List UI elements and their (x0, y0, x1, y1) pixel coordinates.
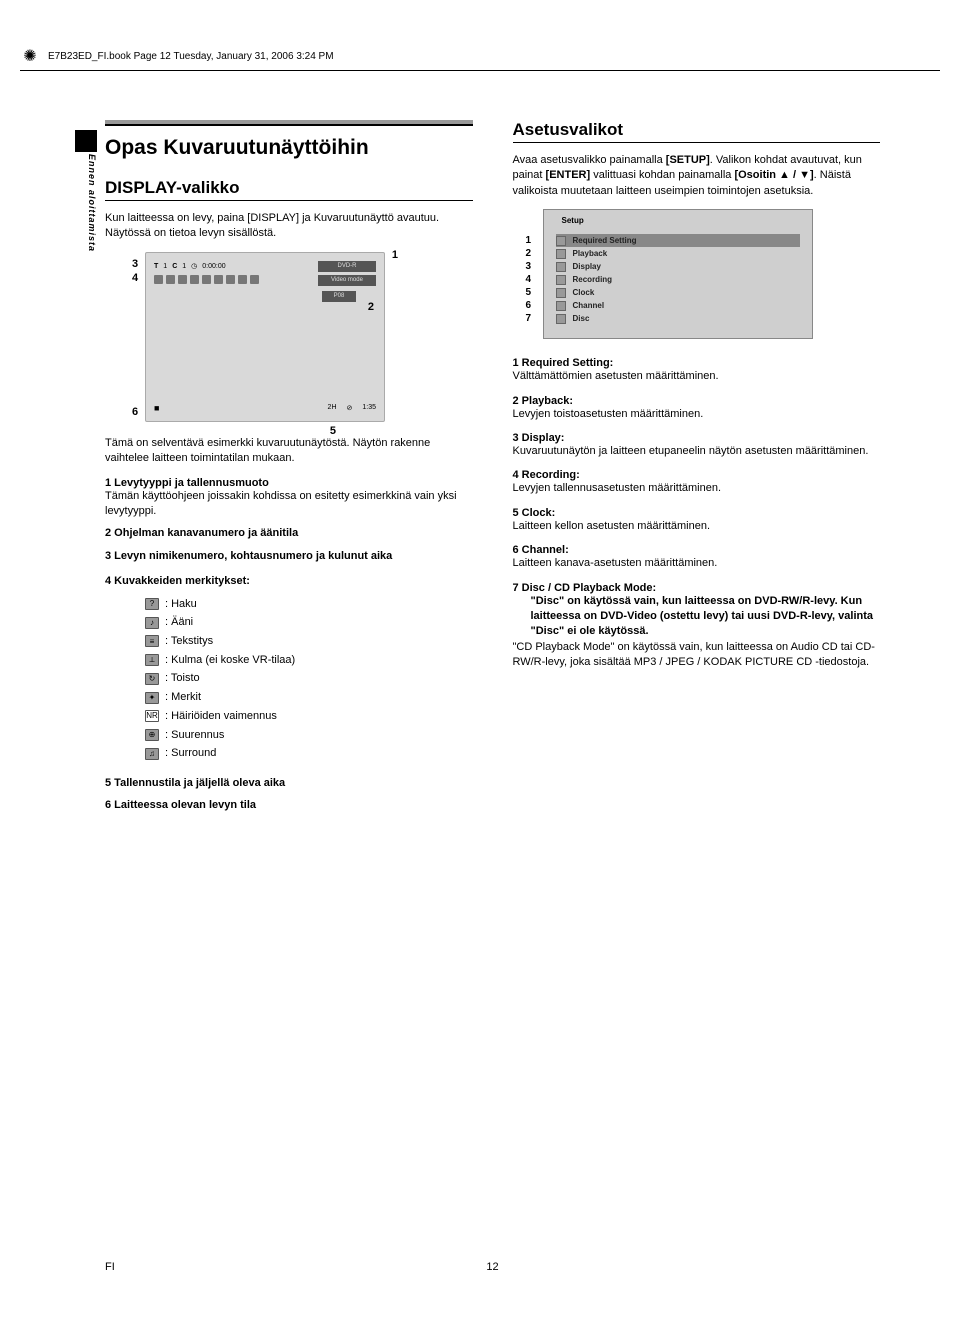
setup-item: Required Setting (573, 234, 637, 247)
item-4: 4 Kuvakkeiden merkitykset: (105, 575, 473, 587)
setup-header-label: Setup (562, 216, 584, 225)
item-1-body: Tämän käyttöohjeen joissakin kohdissa on… (105, 489, 473, 520)
main-title: Opas Kuvaruutunäyttöihin (105, 136, 473, 160)
osd-explain: Tämä on selventävä esimerkki kuvaruutunä… (105, 436, 473, 467)
surround-icon: ♫ (145, 748, 159, 760)
callout-3: 3 (132, 258, 138, 270)
def-3-head: 3 Display: (513, 432, 881, 444)
zoom-icon: ⊕ (145, 729, 159, 741)
playback-icon (556, 249, 566, 259)
def-7-head: 7 Disc / CD Playback Mode: (513, 582, 881, 594)
footer-page-number: 12 (486, 1261, 498, 1273)
def-5-head: 5 Clock: (513, 507, 881, 519)
icon-label: : Suurennus (165, 726, 224, 745)
display-icon (556, 262, 566, 272)
callout-1: 1 (392, 249, 398, 261)
def-4-head: 4 Recording: (513, 469, 881, 481)
osd-icon-strip (154, 275, 259, 286)
osd-c-num: 1 (182, 263, 186, 270)
icon-meanings-list: ? : Haku ♪ : Ääni ≡ : Tekstitys ⟂ : Kulma (e… (145, 595, 473, 763)
def-6-head: 6 Channel: (513, 544, 881, 556)
disc-icon (556, 314, 566, 324)
display-intro: Kun laitteessa on levy, paina [DISPLAY] … (105, 211, 473, 242)
setup-item: Clock (573, 286, 595, 299)
footer-lang: FI (105, 1261, 115, 1273)
setup-item: Playback (573, 247, 608, 260)
setup-item: Channel (573, 299, 605, 312)
channel-icon (556, 301, 566, 311)
header-text: E7B23ED_FI.book Page 12 Tuesday, January… (48, 51, 334, 62)
clock-menu-icon (556, 288, 566, 298)
icon-label: : Toisto (165, 669, 200, 688)
angle-icon: ⟂ (145, 654, 159, 666)
osd-dvdr: DVD-R (318, 261, 376, 272)
callout-2: 2 (368, 301, 374, 313)
section-title-setup: Asetusvalikot (513, 120, 881, 143)
osd-stop-icon: ■ (154, 403, 159, 413)
required-setting-icon (556, 236, 566, 246)
nr-icon: NR (145, 710, 159, 722)
side-tab-marker (75, 130, 97, 152)
item-3: 3 Levyn nimikenumero, kohtausnumero ja k… (105, 549, 473, 564)
setup-item: Display (573, 260, 601, 273)
osd-video-mode: Video mode (318, 275, 376, 286)
icon-label: : Merkit (165, 688, 201, 707)
section-title-display: DISPLAY-valikko (105, 178, 473, 201)
callout-5: 5 (330, 425, 336, 437)
setup-callouts: 1 2 3 4 5 6 7 (526, 234, 532, 325)
setup-intro: Avaa asetusvalikko painamalla [SETUP]. V… (513, 153, 881, 199)
callout-6: 6 (132, 406, 138, 418)
icon-label: : Häiriöiden vaimennus (165, 707, 277, 726)
def-7-body: "CD Playback Mode" on käytössä vain, kun… (513, 640, 881, 671)
osd-p08: P08 (322, 291, 356, 302)
icon-label: : Ääni (165, 613, 193, 632)
page-header: ✺ E7B23ED_FI.book Page 12 Tuesday, Janua… (20, 46, 940, 71)
osd-remain: 1:35 (362, 404, 376, 411)
osd-time: 0:00:00 (202, 263, 225, 270)
def-1-body: Välttämättömien asetusten määrittäminen. (513, 369, 881, 384)
osd-screenshot: 3 4 1 2 6 5 T 1 C 1 ◷ 0:00:00 DVD-R (145, 252, 385, 422)
icon-label: : Kulma (ei koske VR-tilaa) (165, 651, 295, 670)
callout-4: 4 (132, 272, 138, 284)
recording-icon (556, 275, 566, 285)
item-5: 5 Tallennustila ja jäljellä oleva aika (105, 777, 473, 789)
side-tab-label: Ennen aloittamista (75, 154, 97, 264)
ornament-icon: ✺ (20, 46, 40, 66)
repeat-icon: ↻ (145, 673, 159, 685)
def-7-bold: "Disc" on käytössä vain, kun laitteessa … (531, 594, 881, 640)
icon-label: : Surround (165, 744, 216, 763)
right-column: Asetusvalikot Avaa asetusvalikko painama… (513, 120, 881, 821)
osd-c: C (172, 263, 177, 270)
section-rule (105, 120, 473, 126)
icon-label: : Haku (165, 595, 197, 614)
osd-t-num: 1 (163, 263, 167, 270)
osd-rec-mode: 2H (328, 404, 337, 411)
def-2-head: 2 Playback: (513, 395, 881, 407)
def-3-body: Kuvaruutunäytön ja laitteen etupaneelin … (513, 444, 881, 459)
def-2-body: Levyjen toistoasetusten määrittäminen. (513, 407, 881, 422)
marker-icon: ✦ (145, 692, 159, 704)
def-4-body: Levyjen tallennusasetusten määrittäminen… (513, 481, 881, 496)
left-column: Ennen aloittamista Opas Kuvaruutunäyttöi… (105, 120, 473, 821)
item-1-head: 1 Levytyyppi ja tallennusmuoto (105, 477, 473, 489)
setup-item: Disc (573, 312, 590, 325)
subtitle-icon: ≡ (145, 635, 159, 647)
setup-menu-screenshot: Setup Required Setting Playback Display … (543, 209, 813, 339)
side-tab: Ennen aloittamista (75, 130, 97, 260)
clock-icon: ◷ (191, 262, 197, 270)
audio-icon: ♪ (145, 617, 159, 629)
setup-item: Recording (573, 273, 613, 286)
icon-label: : Tekstitys (165, 632, 213, 651)
search-icon: ? (145, 598, 159, 610)
item-6: 6 Laitteessa olevan levyn tila (105, 799, 473, 811)
def-6-body: Laitteen kanava-asetusten määrittäminen. (513, 556, 881, 571)
page-footer: FI 12 (105, 1261, 880, 1273)
def-1-head: 1 Required Setting: (513, 357, 881, 369)
osd-norec-icon: ⊘ (347, 404, 353, 412)
def-5-body: Laitteen kellon asetusten määrittäminen. (513, 519, 881, 534)
osd-t: T (154, 263, 158, 270)
item-2: 2 Ohjelman kanavanumero ja äänitila (105, 527, 473, 539)
